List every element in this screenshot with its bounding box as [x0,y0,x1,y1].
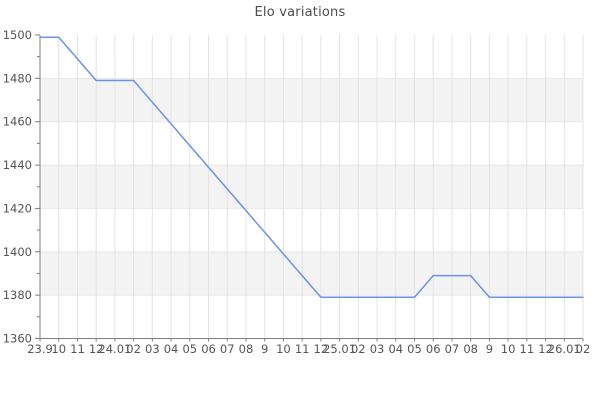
x-tick-label: 9 [261,342,268,356]
y-tick-label: 1420 [3,201,32,215]
plot-band [40,165,583,209]
y-tick-label: 1380 [3,288,32,302]
x-tick-label: 02 [576,342,591,356]
y-tick-label: 1360 [3,332,32,346]
y-tick-label: 1500 [3,28,32,42]
elo-series-line [39,36,584,299]
x-tick-label: 25.01 [323,342,356,356]
x-tick-label: 12 [538,342,553,356]
plot-band [40,251,583,296]
x-tick-label: 10 [51,342,66,356]
x-tick-label: 24.01 [98,342,131,356]
x-tick-label: 12 [314,342,329,356]
x-tick-label: 08 [463,342,478,356]
chart-title: Elo variations [254,5,346,20]
x-tick-label: 02 [126,342,141,356]
x-tick-label: 05 [407,342,422,356]
x-tick-label: 07 [445,342,460,356]
x-tick-label: 04 [388,342,403,356]
x-tick-label: 08 [239,342,254,356]
plot-band [40,78,583,122]
x-tick-label: 9 [486,342,493,356]
x-tick-label: 11 [520,342,535,356]
x-tick-label: 07 [220,342,235,356]
x-tick-label: 10 [276,342,291,356]
x-tick-label: 11 [295,342,310,356]
x-tick-label: 03 [370,342,385,356]
x-tick-label: 10 [501,342,516,356]
x-tick-label: 23.9 [27,342,53,356]
x-tick-label: 05 [182,342,197,356]
y-tick-label: 1400 [3,245,32,259]
x-tick-label: 06 [426,342,441,356]
x-tick-label: 11 [70,342,85,356]
x-tick-label: 04 [164,342,179,356]
y-tick-label: 1440 [3,158,32,172]
y-tick-label: 1460 [3,115,32,129]
x-tick-label: 02 [351,342,366,356]
y-tick-label: 1480 [3,71,32,85]
x-tick-label: 12 [89,342,104,356]
x-tick-label: 03 [145,342,160,356]
x-tick-label: 06 [201,342,216,356]
x-tick-label: 26.01 [548,342,581,356]
